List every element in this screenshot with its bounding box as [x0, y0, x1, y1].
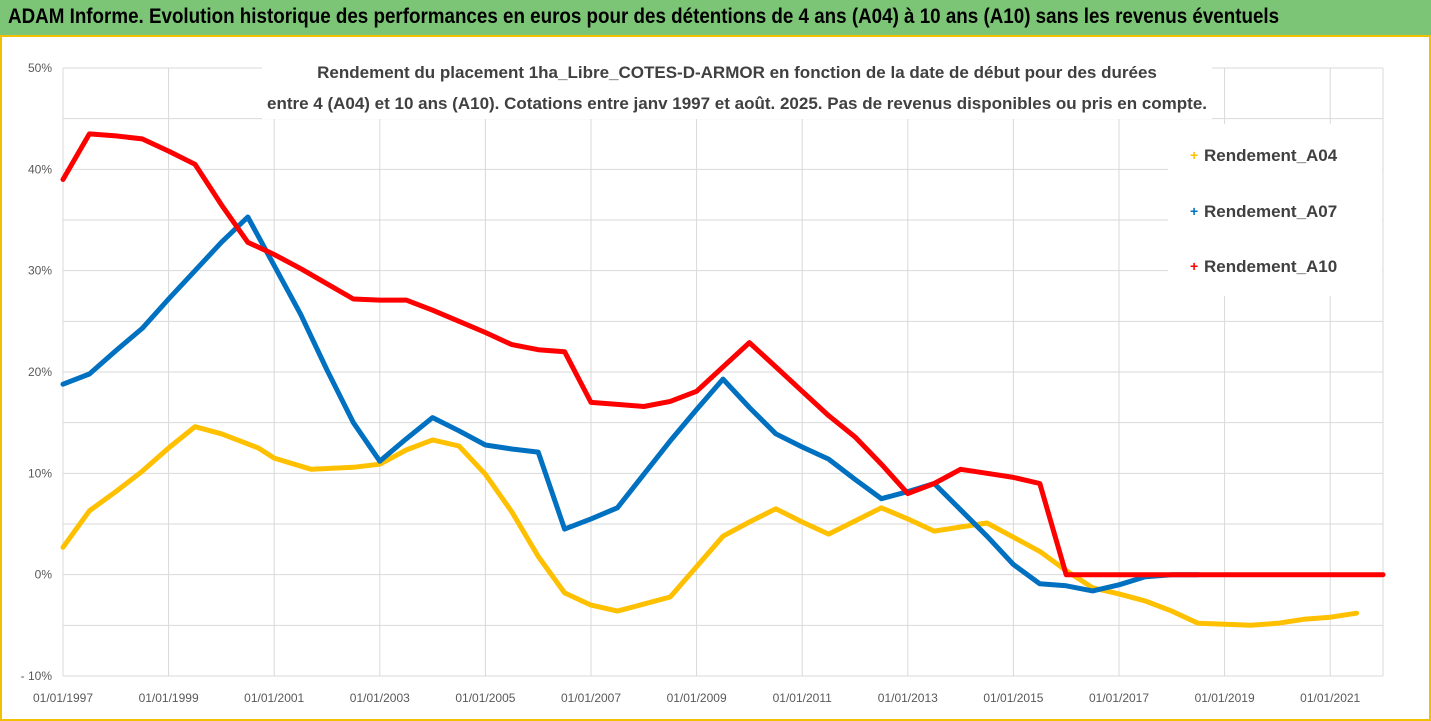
x-tick-label: 01/01/2007: [561, 691, 621, 705]
legend-marker-a10: +: [1190, 258, 1199, 274]
y-tick-label: 0%: [35, 568, 53, 582]
x-tick-label: 01/01/2017: [1089, 691, 1149, 705]
x-tick-label: 01/01/2009: [667, 691, 727, 705]
legend-label-a07: Rendement_A07: [1204, 202, 1338, 221]
legend-item-a10: + Rendement_A10: [1190, 257, 1338, 277]
x-tick-label: 01/01/2021: [1300, 691, 1360, 705]
x-tick-label: 01/01/2001: [244, 691, 304, 705]
x-tick-label: 01/01/2003: [350, 691, 410, 705]
x-tick-label: 01/01/2005: [455, 691, 515, 705]
legend-marker-a04: +: [1190, 147, 1199, 163]
legend-item-a04: + Rendement_A04: [1190, 146, 1338, 166]
x-tick-label: 01/01/1997: [33, 691, 93, 705]
x-tick-label: 01/01/1999: [139, 691, 199, 705]
y-tick-label: 40%: [28, 162, 52, 176]
header-bar: ADAM Informe. Evolution historique des p…: [0, 0, 1431, 36]
y-tick-label: 10%: [28, 466, 52, 480]
x-axis: 01/01/1997 01/01/1999 01/01/2001 01/01/2003…: [33, 691, 1361, 705]
series-line-rendement_a07: [60, 214, 1201, 594]
chart-frame: [0, 35, 1431, 721]
y-tick-label: - 10%: [21, 669, 53, 683]
x-tick-label: 01/01/2011: [773, 691, 832, 705]
header-title: ADAM Informe. Evolution historique des p…: [8, 5, 1280, 28]
chart-title-line-1: Rendement du placement 1ha_Libre_COTES-D…: [317, 63, 1157, 82]
y-tick-label: 20%: [28, 365, 52, 379]
chart-title-line-2: entre 4 (A04) et 10 ans (A10). Cotations…: [266, 94, 1208, 113]
y-tick-label: 30%: [28, 264, 52, 278]
chart-title: Rendement du placement 1ha_Libre_COTES-D…: [262, 57, 1212, 119]
series-line-rendement_a04: [60, 424, 1360, 628]
legend-label-a04: Rendement_A04: [1204, 146, 1338, 165]
legend: + Rendement_A04 + Rendement_A07 + Rendem…: [1168, 124, 1382, 296]
y-axis: 50% 40% 30% 20% 10% 0% - 10%: [21, 61, 53, 683]
x-tick-label: 01/01/2019: [1195, 691, 1255, 705]
series-lines: [60, 131, 1386, 628]
legend-marker-a07: +: [1190, 203, 1199, 219]
x-tick-label: 01/01/2015: [983, 691, 1043, 705]
x-tick-label: 01/01/2013: [878, 691, 938, 705]
legend-item-a07: + Rendement_A07: [1190, 202, 1338, 222]
y-tick-label: 50%: [28, 61, 52, 75]
legend-label-a10: Rendement_A10: [1204, 257, 1338, 276]
series-line-rendement_a10: [60, 131, 1386, 578]
